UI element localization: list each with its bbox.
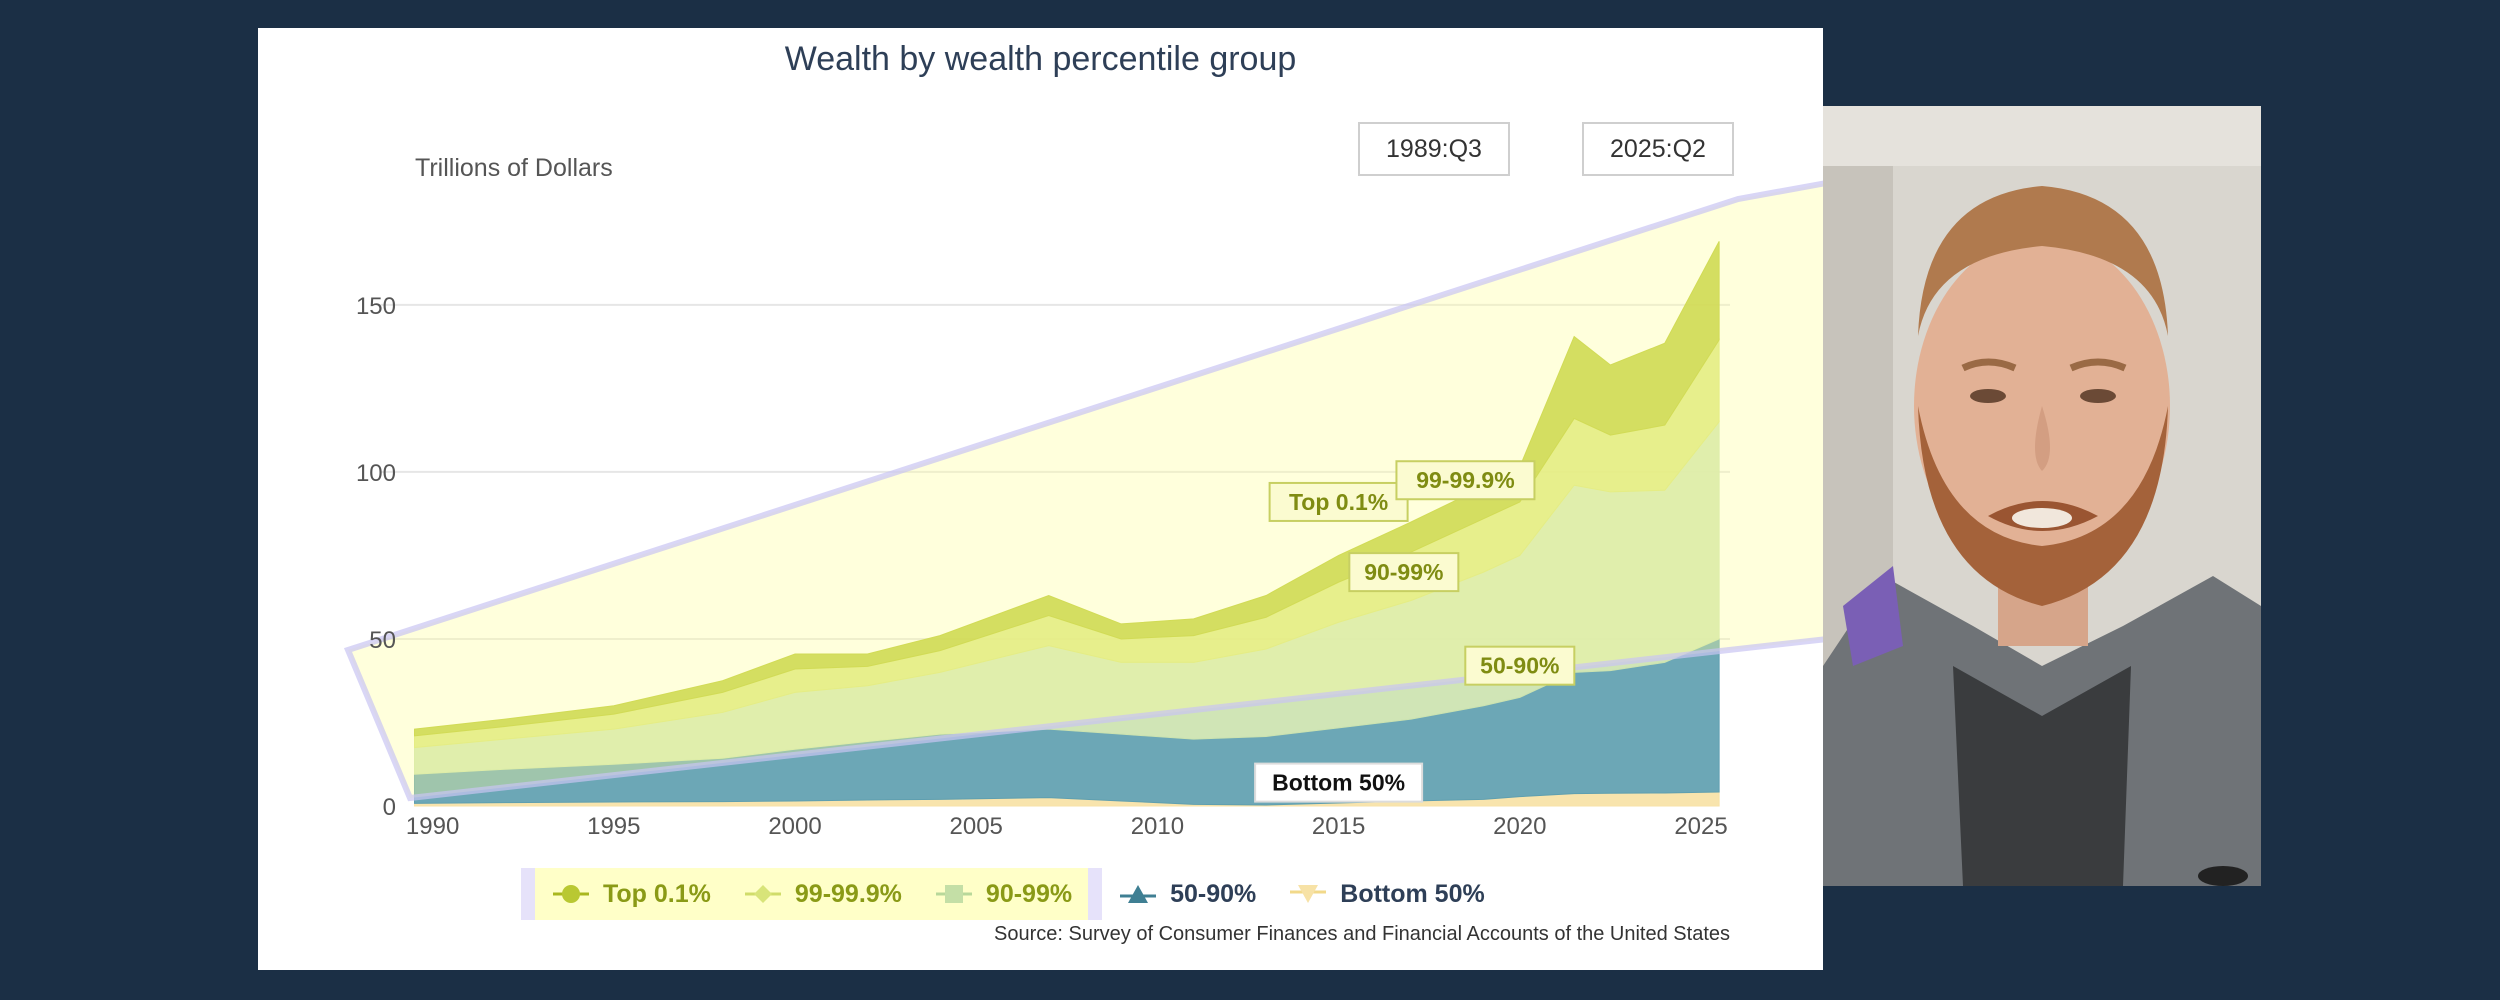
- legend-label: 99-99.9%: [794, 879, 902, 908]
- diamond-marker-icon: [744, 885, 781, 903]
- y-axis-label: Trillions of Dollars: [415, 154, 613, 182]
- chart-title: Wealth by wealth percentile group: [784, 40, 1297, 78]
- annotation-label: 50-90%: [1464, 645, 1576, 686]
- legend-label: Top 0.1%: [603, 879, 711, 908]
- y-tick-label: 100: [356, 460, 396, 487]
- y-tick-label: 150: [356, 293, 396, 320]
- legend-label: 90-99%: [985, 879, 1073, 908]
- x-tick-label: 2020: [1493, 813, 1546, 840]
- square-marker-icon: [935, 885, 972, 903]
- x-tick-label: 2005: [950, 813, 1003, 840]
- legend-item-99-99-9[interactable]: 99-99.9%: [726, 868, 918, 920]
- legend-highlight-group: Top 0.1% 99-99.9% 90-99%: [521, 868, 1103, 920]
- annotation-text: 90-99%: [1364, 559, 1443, 585]
- legend-label: 50-90%: [1170, 879, 1257, 908]
- x-tick-label: 1995: [587, 813, 640, 840]
- annotation-label: Top 0.1%: [1268, 481, 1409, 522]
- legend-item-90-99[interactable]: 90-99%: [917, 868, 1089, 920]
- legend: Top 0.1% 99-99.9% 90-99% 50-90% Bottom 5…: [521, 866, 1501, 922]
- beard-icon: [1918, 406, 2168, 606]
- triangle-marker-icon: [1120, 885, 1157, 903]
- annotation-label: 99-99.9%: [1395, 460, 1536, 501]
- legend-item-top-0-1[interactable]: Top 0.1%: [535, 868, 727, 920]
- range-end-input[interactable]: 2025:Q2: [1582, 122, 1734, 176]
- x-tick-label: 2025: [1674, 813, 1727, 840]
- x-tick-label: 2010: [1131, 813, 1184, 840]
- source-note: Source: Survey of Consumer Finances and …: [994, 923, 1730, 945]
- inverted-triangle-marker-icon: [1290, 885, 1327, 903]
- y-tick-label: 0: [383, 794, 396, 821]
- range-start-input[interactable]: 1989:Q3: [1358, 122, 1510, 176]
- annotation-text: 99-99.9%: [1416, 467, 1514, 493]
- circle-marker-icon: [553, 885, 589, 903]
- y-tick-label: 50: [369, 627, 396, 654]
- annotation-text: 50-90%: [1480, 653, 1559, 679]
- annotation-label: 90-99%: [1348, 552, 1460, 593]
- legend-item-bottom-50[interactable]: Bottom 50%: [1272, 868, 1500, 920]
- annotation-text: Bottom 50%: [1272, 770, 1405, 796]
- area-series-top-0-1-[interactable]: [413, 241, 1720, 737]
- x-tick-label: 1990: [406, 813, 459, 840]
- annotation-text: Top 0.1%: [1289, 489, 1388, 515]
- chart-panel: Wealth by wealth percentile group Trilli…: [258, 28, 1823, 970]
- webcam-feed: [1823, 106, 2261, 886]
- highlight-overlay: [343, 180, 1823, 802]
- legend-label: Bottom 50%: [1340, 879, 1485, 908]
- annotation-label: Bottom 50%: [1254, 762, 1424, 803]
- x-tick-label: 2000: [768, 813, 821, 840]
- x-tick-label: 2015: [1312, 813, 1365, 840]
- legend-item-50-90[interactable]: 50-90%: [1102, 868, 1272, 920]
- hair-icon: [1918, 186, 2168, 336]
- chart-svg: 0 50 100 150 1990 1995 2000 2005 2010 2015 2020 202…: [343, 180, 1823, 840]
